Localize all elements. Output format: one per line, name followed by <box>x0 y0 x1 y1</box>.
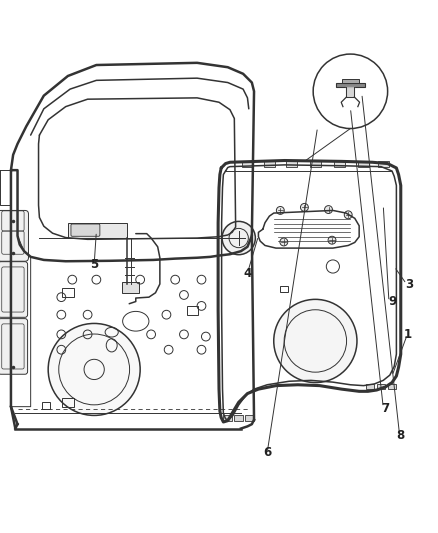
Polygon shape <box>223 415 232 421</box>
Text: 4: 4 <box>244 266 251 280</box>
FancyBboxPatch shape <box>0 262 28 317</box>
Circle shape <box>300 204 308 211</box>
Polygon shape <box>366 384 374 389</box>
Polygon shape <box>334 160 345 167</box>
Text: 9: 9 <box>388 295 396 308</box>
Text: 1: 1 <box>403 328 411 341</box>
Polygon shape <box>358 160 369 167</box>
Polygon shape <box>342 79 359 83</box>
Polygon shape <box>336 83 364 87</box>
Text: 7: 7 <box>381 402 389 415</box>
Polygon shape <box>378 160 389 167</box>
Text: 5: 5 <box>90 258 98 271</box>
Circle shape <box>276 206 284 214</box>
Text: 3: 3 <box>406 278 413 290</box>
Circle shape <box>313 54 388 128</box>
Polygon shape <box>234 415 243 421</box>
Polygon shape <box>377 384 385 389</box>
Polygon shape <box>242 160 253 167</box>
Text: 8: 8 <box>397 429 405 442</box>
Text: 6: 6 <box>263 446 271 459</box>
Polygon shape <box>286 160 297 167</box>
Polygon shape <box>310 160 321 167</box>
Circle shape <box>280 238 288 246</box>
Circle shape <box>48 324 140 415</box>
FancyBboxPatch shape <box>71 224 100 236</box>
FancyBboxPatch shape <box>0 211 28 261</box>
Circle shape <box>325 206 332 214</box>
Polygon shape <box>264 160 275 167</box>
Polygon shape <box>388 384 396 389</box>
Polygon shape <box>245 415 254 421</box>
Circle shape <box>344 211 352 219</box>
FancyBboxPatch shape <box>0 319 28 374</box>
Circle shape <box>328 236 336 244</box>
FancyBboxPatch shape <box>122 282 139 293</box>
FancyBboxPatch shape <box>68 223 127 238</box>
Circle shape <box>222 221 255 255</box>
Circle shape <box>274 300 357 383</box>
